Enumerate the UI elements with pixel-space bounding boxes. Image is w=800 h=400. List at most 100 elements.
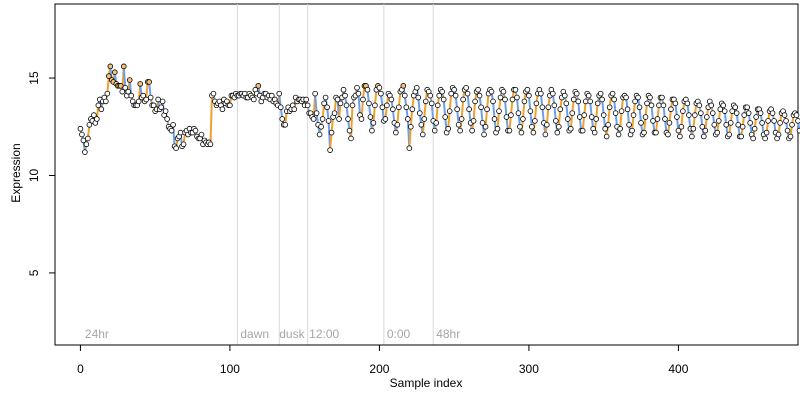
- data-point: [659, 94, 665, 101]
- data-point: [378, 90, 384, 97]
- data-point: [672, 100, 679, 107]
- data-point: [787, 133, 794, 140]
- data-point: [321, 100, 327, 107]
- data-point: [739, 123, 746, 130]
- data-point: [455, 122, 462, 128]
- data-point: [557, 106, 564, 113]
- data-point: [345, 116, 351, 122]
- trace-segment: [447, 111, 451, 129]
- y-axis: 5 10 15: [27, 71, 55, 276]
- data-point: [668, 106, 674, 113]
- data-point: [422, 98, 429, 105]
- phase-label: 0:00: [387, 327, 411, 341]
- data-point: [122, 84, 129, 91]
- data-point: [436, 92, 443, 99]
- data-point: [735, 122, 742, 128]
- data-point: [251, 96, 257, 103]
- data-point: [322, 94, 329, 101]
- data-point: [530, 129, 537, 136]
- data-point: [488, 88, 495, 95]
- data-point: [711, 122, 718, 128]
- data-point: [759, 120, 765, 126]
- data-point: [762, 135, 768, 142]
- data-point: [496, 108, 502, 114]
- data-point: [452, 92, 459, 99]
- data-point: [369, 127, 375, 134]
- data-point: [677, 133, 683, 140]
- trace-segment: [472, 101, 477, 121]
- data-point: [454, 106, 460, 113]
- data-point: [313, 110, 320, 116]
- trace-segment: [492, 101, 496, 120]
- data-point: [117, 83, 124, 89]
- phase-label: 12:00: [309, 327, 339, 341]
- trace-segment: [484, 109, 489, 127]
- data-point: [159, 98, 166, 105]
- data-point: [340, 86, 347, 93]
- data-point: [82, 149, 88, 155]
- trace-segment: [145, 81, 149, 100]
- x-tick-label: 300: [519, 362, 539, 376]
- data-point: [524, 86, 531, 93]
- data-point: [418, 122, 425, 128]
- trace-segment: [409, 109, 414, 127]
- x-axis-label: Sample index: [390, 376, 463, 390]
- data-point: [484, 106, 490, 113]
- data-point: [623, 94, 629, 101]
- trace-segment: [533, 103, 538, 121]
- data-point: [741, 112, 747, 118]
- phase-label: dusk: [279, 327, 305, 341]
- data-point: [775, 131, 782, 138]
- data-point: [642, 114, 649, 120]
- data-point: [491, 116, 498, 122]
- data-point: [551, 102, 558, 109]
- data-point: [689, 133, 695, 140]
- data-point: [699, 123, 706, 130]
- data-point: [605, 122, 611, 128]
- data-point: [726, 131, 733, 138]
- data-point: [714, 129, 721, 136]
- data-point: [83, 141, 90, 148]
- data-point: [379, 104, 386, 111]
- data-point: [140, 92, 147, 99]
- data-point: [692, 112, 698, 118]
- data-point: [372, 102, 378, 109]
- data-point: [482, 123, 489, 130]
- y-tick-label: 15: [27, 71, 41, 85]
- data-point: [469, 127, 475, 134]
- data-point: [769, 110, 776, 116]
- trace-segment: [430, 103, 435, 121]
- data-point: [684, 100, 691, 107]
- data-point: [757, 110, 764, 116]
- data-point: [678, 123, 685, 130]
- data-point: [502, 96, 508, 103]
- divider-lines: [236, 4, 434, 345]
- data-point: [440, 96, 447, 103]
- data-point: [291, 106, 297, 113]
- data-point: [638, 120, 644, 126]
- data-point: [606, 104, 613, 111]
- y-tick-label: 5: [27, 269, 41, 276]
- data-point: [458, 116, 465, 122]
- data-point: [587, 98, 593, 105]
- data-point: [304, 102, 311, 109]
- data-point: [576, 114, 583, 120]
- data-point: [715, 118, 722, 124]
- data-point: [451, 86, 457, 93]
- trace-segment: [172, 124, 176, 147]
- data-point: [255, 83, 262, 89]
- data-point: [564, 116, 571, 122]
- data-point: [355, 90, 362, 97]
- phase-label: 24hr: [85, 327, 109, 341]
- data-point: [545, 104, 552, 111]
- data-point: [336, 116, 342, 122]
- data-point: [526, 92, 532, 99]
- trace-segment: [442, 99, 447, 118]
- data-point: [771, 118, 777, 124]
- data-point: [611, 96, 617, 103]
- data-point: [334, 96, 341, 103]
- data-point: [720, 102, 727, 109]
- x-tick-label: 100: [220, 362, 240, 376]
- data-point: [400, 83, 407, 89]
